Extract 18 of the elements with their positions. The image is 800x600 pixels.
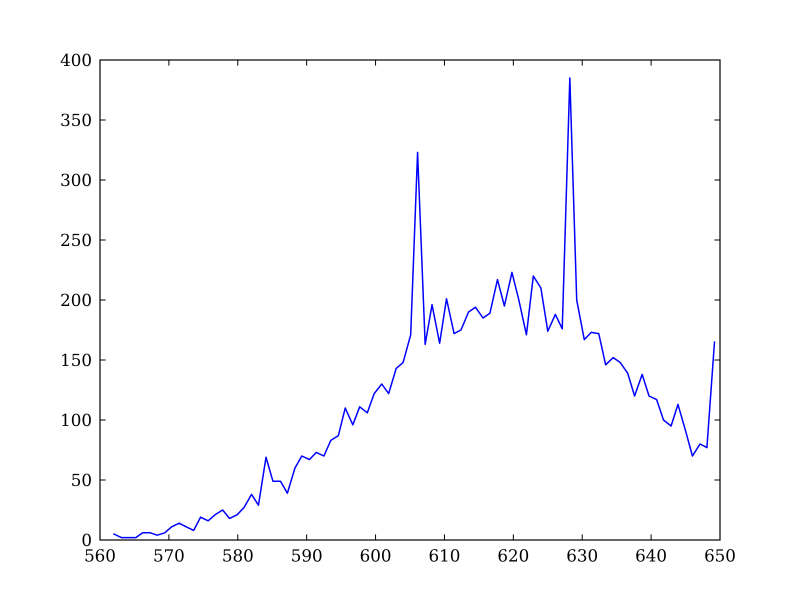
x-tick-label: 650: [704, 545, 736, 566]
x-tick-label: 580: [222, 545, 254, 566]
x-tick-label: 630: [566, 545, 598, 566]
x-tick-label: 620: [497, 545, 530, 566]
line-series: [113, 77, 716, 538]
y-tick-label: 100: [60, 410, 92, 430]
y-tick-label: 50: [70, 470, 92, 490]
y-tick-label: 200: [60, 290, 92, 310]
x-tick-label: 590: [290, 545, 323, 566]
y-tick-label: 350: [60, 110, 92, 130]
x-tick-label: 640: [635, 545, 668, 566]
x-tick-label: 610: [428, 545, 460, 566]
y-tick-label: 300: [60, 170, 92, 190]
y-tick-label: 400: [60, 50, 92, 70]
y-tick-label: 250: [60, 230, 92, 250]
x-tick-label: 600: [360, 545, 392, 566]
y-tick-label: 150: [60, 350, 92, 370]
x-tick-label: 570: [152, 545, 185, 566]
